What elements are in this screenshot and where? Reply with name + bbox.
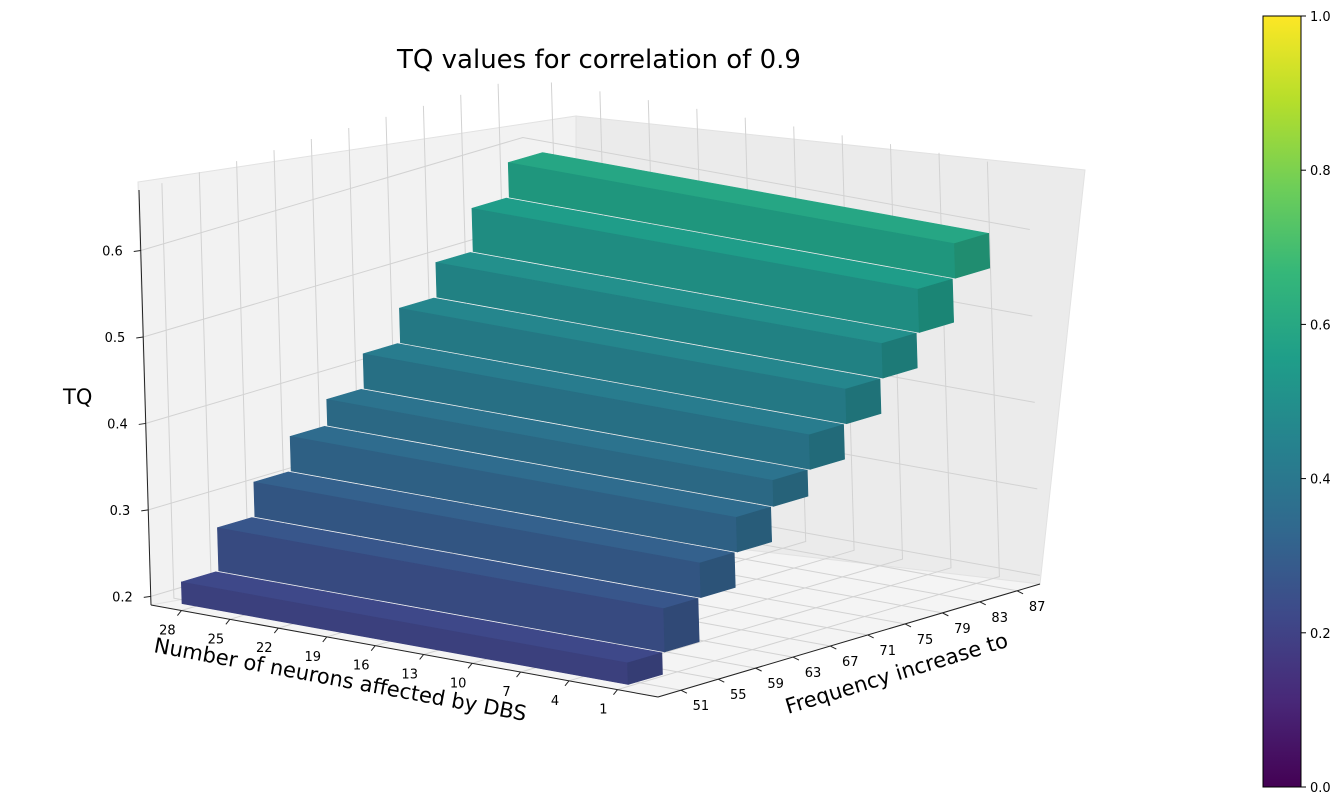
surface-strip-side bbox=[954, 233, 991, 279]
x-tick-label: 22 bbox=[256, 641, 273, 656]
x-tick-label: 13 bbox=[401, 668, 418, 683]
colorbar-tick-label: 0.8 bbox=[1310, 164, 1331, 179]
y-tick-mark bbox=[755, 667, 762, 672]
y-tick-label: 79 bbox=[954, 622, 971, 637]
colorbar-tick-label: 1.0 bbox=[1310, 10, 1331, 25]
x-tick-mark bbox=[177, 610, 182, 616]
z-tick-mark bbox=[138, 422, 146, 425]
y-tick-mark bbox=[904, 623, 912, 628]
x-tick-mark bbox=[613, 689, 618, 695]
x-tick-mark bbox=[273, 627, 279, 634]
surface-plot bbox=[180, 152, 991, 685]
x-tick-label: 4 bbox=[551, 694, 559, 709]
x-tick-mark bbox=[225, 618, 231, 625]
colorbar: 0.0 0.2 0.4 0.6 0.8 1.0 bbox=[1262, 10, 1331, 796]
y-tick-label: 83 bbox=[991, 611, 1008, 626]
colorbar-tick-label: 0.6 bbox=[1310, 318, 1331, 333]
surface-strip-side bbox=[917, 278, 955, 333]
x-tick-mark bbox=[322, 636, 328, 643]
y-tick-label: 55 bbox=[730, 688, 747, 703]
z-tick-mark bbox=[133, 250, 141, 253]
surface-strip-side bbox=[699, 552, 736, 598]
colorbar-fill bbox=[1262, 15, 1302, 788]
y-tick-mark bbox=[680, 689, 688, 694]
y-axis-line bbox=[657, 583, 1041, 698]
z-tick-mark bbox=[143, 595, 151, 598]
z-tick-label: 0.2 bbox=[112, 590, 133, 605]
y-tick-label: 67 bbox=[842, 655, 859, 670]
axis-lines bbox=[138, 189, 1041, 698]
z-axis-line bbox=[138, 189, 152, 606]
z-tick-label: 0.5 bbox=[105, 331, 126, 346]
x-tick-mark bbox=[370, 645, 376, 651]
x-tick-label: 10 bbox=[450, 676, 467, 691]
y-tick-label: 71 bbox=[879, 644, 896, 659]
x-tick-label: 1 bbox=[599, 703, 607, 718]
colorbar-tick-label: 0.0 bbox=[1310, 781, 1331, 796]
grid-line-z bbox=[140, 136, 1030, 251]
x-tick-label: 19 bbox=[305, 650, 322, 665]
surface-strip-side bbox=[627, 652, 663, 685]
y-tick-mark bbox=[979, 601, 986, 606]
tick-labels: 28 25 22 19 16 13 10 7 4 1 51 55 59 63 67 71 75 79 83 87 0.2… bbox=[102, 245, 1045, 718]
surface-strip-side bbox=[881, 332, 918, 379]
z-tick-mark bbox=[141, 509, 149, 512]
z-tick-mark bbox=[136, 336, 144, 339]
y-tick-label: 87 bbox=[1029, 600, 1046, 615]
z-tick-label: 0.3 bbox=[110, 504, 131, 519]
x-tick-label: 16 bbox=[353, 659, 370, 674]
surface-strip-side bbox=[735, 506, 773, 553]
grid-line-x bbox=[617, 161, 1000, 691]
surface-strip-side bbox=[772, 469, 809, 507]
surface-strip-side bbox=[663, 598, 700, 653]
x-tick-mark bbox=[516, 671, 521, 678]
y-tick-mark bbox=[718, 678, 725, 683]
y-tick-label: 51 bbox=[693, 699, 710, 714]
x-tick-mark bbox=[467, 662, 473, 669]
y-tick-mark bbox=[792, 656, 800, 661]
y-tick-mark bbox=[1016, 590, 1024, 595]
x-tick-label: 7 bbox=[502, 685, 510, 700]
y-tick-label: 59 bbox=[767, 677, 784, 692]
y-tick-mark bbox=[867, 634, 874, 639]
surface-strip-side bbox=[845, 378, 882, 425]
x-tick-label: 25 bbox=[208, 632, 225, 647]
z-tick-label: 0.4 bbox=[107, 417, 128, 432]
colorbar-tick-label: 0.2 bbox=[1310, 627, 1331, 642]
chart-title: TQ values for correlation of 0.9 bbox=[396, 45, 801, 75]
z-axis-label: TQ bbox=[62, 385, 92, 409]
x-tick-mark bbox=[564, 680, 570, 687]
x-axis-line bbox=[150, 604, 659, 698]
x-tick-mark bbox=[419, 654, 425, 660]
y-tick-mark bbox=[830, 645, 837, 650]
x-tick-label: 28 bbox=[159, 624, 176, 639]
y-tick-mark bbox=[942, 612, 949, 617]
surface-strip-side bbox=[808, 424, 845, 470]
colorbar-tick-label: 0.4 bbox=[1310, 473, 1331, 488]
y-tick-label: 63 bbox=[805, 666, 822, 681]
z-tick-label: 0.6 bbox=[102, 245, 123, 260]
y-tick-label: 75 bbox=[917, 633, 934, 648]
